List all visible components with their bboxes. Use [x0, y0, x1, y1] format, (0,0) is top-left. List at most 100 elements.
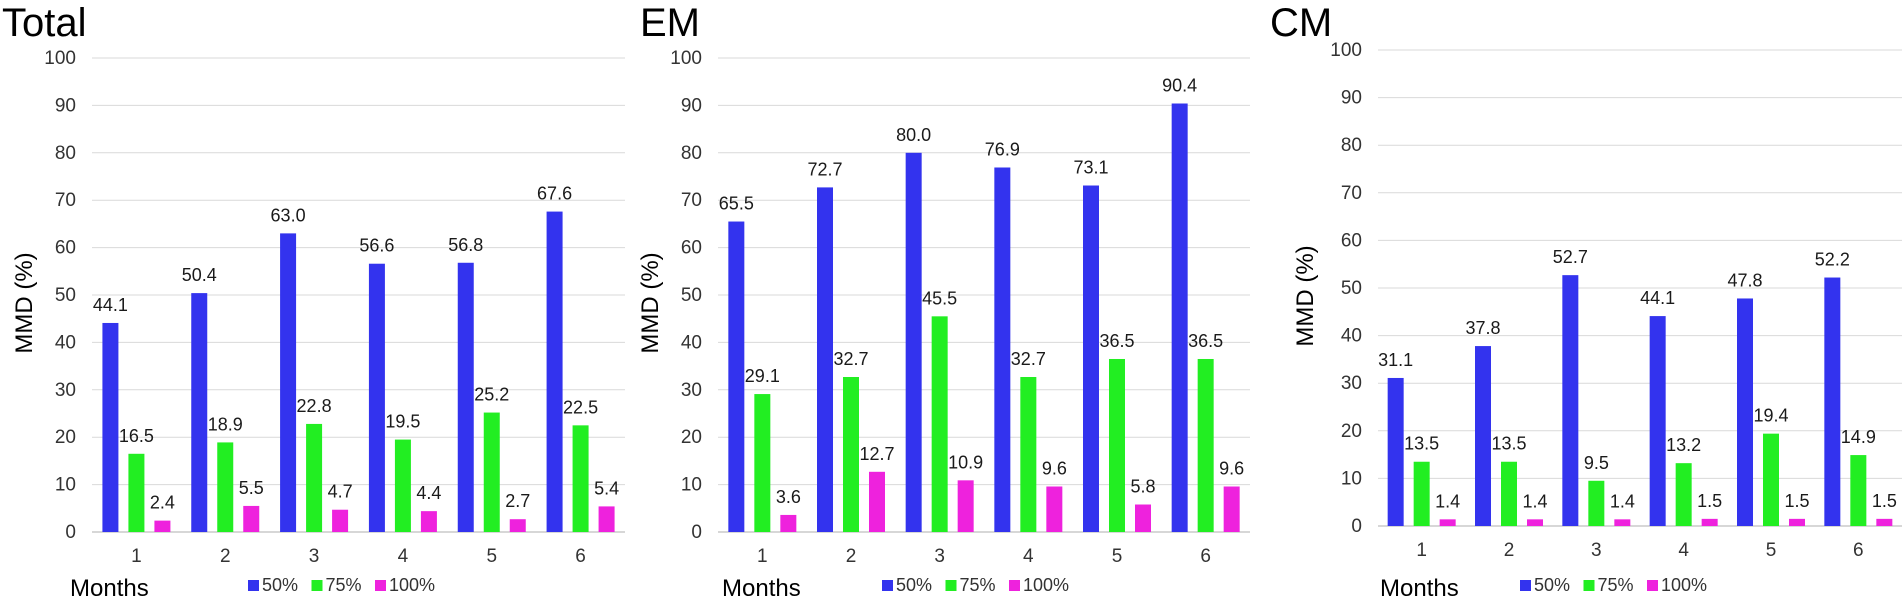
legend: 50% 75% 100% [248, 575, 435, 595]
bar-75-month-2 [1501, 461, 1517, 526]
data-label: 13.5 [1491, 434, 1526, 454]
bar-75-month-6 [1197, 358, 1214, 532]
data-label: 5.4 [594, 478, 619, 498]
bar-100-month-4 [420, 511, 437, 532]
bar-50-month-1 [102, 322, 119, 532]
y-tick-label: 40 [1341, 326, 1362, 347]
x-tick-label: 1 [131, 546, 142, 567]
data-label: 4.7 [328, 482, 353, 502]
y-tick-label: 90 [681, 95, 702, 116]
legend-label-50: 50% [896, 575, 932, 595]
bar-100-month-3 [1614, 519, 1631, 526]
chart-title: EM [640, 1, 700, 45]
y-tick-label: 30 [55, 380, 76, 401]
data-label: 13.5 [1404, 434, 1439, 454]
bar-50-month-1 [1387, 377, 1404, 526]
x-tick-label: 2 [1504, 540, 1515, 561]
y-axis-label: MMD (%) [11, 252, 38, 353]
legend-swatch-75 [1583, 580, 1595, 591]
data-label: 9.5 [1584, 453, 1609, 473]
bar-100-month-5 [1789, 518, 1805, 526]
x-axis-label: Months [70, 575, 149, 602]
y-tick-label: 50 [55, 285, 76, 306]
y-tick-label: 10 [55, 475, 76, 496]
bar-100-month-1 [780, 514, 797, 532]
data-label: 5.5 [239, 478, 264, 498]
data-label: 16.5 [119, 426, 154, 446]
data-label: 22.8 [297, 396, 332, 416]
legend-swatch-100 [1009, 580, 1020, 591]
bar-100-month-5 [509, 519, 526, 532]
y-tick-label: 100 [44, 48, 76, 69]
bar-75-month-5 [1763, 433, 1779, 526]
y-tick-label: 50 [681, 285, 702, 306]
legend-label-75: 75% [1598, 575, 1634, 595]
data-label: 19.4 [1753, 406, 1788, 426]
x-tick-label: 6 [1200, 546, 1211, 567]
y-axis-label: MMD (%) [1292, 245, 1319, 346]
bar-75-month-4 [1675, 463, 1692, 526]
x-tick-label: 5 [486, 546, 497, 567]
data-label: 25.2 [474, 385, 509, 405]
data-label: 5.8 [1130, 477, 1155, 497]
bar-50-month-3 [1562, 275, 1579, 526]
y-tick-label: 20 [1341, 421, 1362, 442]
y-tick-label: 40 [55, 332, 76, 353]
bar-100-month-2 [869, 471, 885, 532]
y-tick-label: 30 [681, 380, 702, 401]
bar-100-month-4 [1701, 518, 1718, 526]
data-label: 45.5 [922, 288, 957, 308]
bar-100-month-2 [1527, 519, 1543, 526]
bar-50-month-4 [994, 167, 1011, 532]
bar-100-month-5 [1135, 504, 1151, 532]
legend-swatch-50 [248, 580, 259, 591]
bar-50-month-2 [817, 187, 833, 533]
bar-50-month-6 [546, 211, 563, 533]
bar-50-month-6 [1824, 277, 1841, 526]
data-label: 1.4 [1610, 491, 1635, 511]
bar-100-month-6 [1876, 518, 1893, 526]
y-tick-label: 60 [1341, 230, 1362, 251]
y-tick-label: 50 [1341, 278, 1362, 299]
y-tick-label: 100 [670, 48, 702, 69]
bar-50-month-5 [457, 262, 474, 532]
y-tick-label: 30 [1341, 373, 1362, 394]
data-label: 90.4 [1162, 76, 1197, 96]
data-label: 22.5 [563, 397, 598, 417]
chart-title: Total [2, 1, 87, 45]
bar-50-month-3 [280, 233, 297, 532]
chart-panel-em: EM 0 10 20 30 40 50 60 70 80 90 100 MMD (%) 65.5 29.1 3… [637, 1, 1250, 602]
data-label: 1.5 [1872, 491, 1897, 511]
bar-50-month-4 [368, 263, 385, 532]
bar-75-month-2 [217, 442, 234, 532]
x-tick-label: 1 [1416, 540, 1427, 561]
legend-swatch-100 [1647, 580, 1658, 591]
y-tick-label: 90 [1341, 88, 1362, 109]
bar-75-month-3 [931, 316, 948, 532]
legend-swatch-50 [882, 580, 893, 591]
bar-50-month-6 [1171, 103, 1188, 532]
data-label: 76.9 [985, 139, 1020, 159]
y-tick-label: 80 [681, 143, 702, 164]
bar-75-month-6 [1850, 455, 1867, 526]
data-label: 9.6 [1219, 458, 1244, 478]
x-tick-label: 1 [757, 546, 768, 567]
data-label: 56.8 [448, 235, 483, 255]
data-label: 2.4 [150, 493, 175, 513]
chart-title: CM [1270, 1, 1332, 45]
y-tick-label: 20 [55, 427, 76, 448]
data-label: 29.1 [745, 366, 780, 386]
y-tick-label: 0 [1351, 516, 1362, 537]
data-label: 13.2 [1666, 435, 1701, 455]
x-tick-label: 3 [309, 546, 320, 567]
y-tick-label: 80 [55, 143, 76, 164]
x-axis-label: Months [722, 575, 801, 602]
data-label: 1.5 [1697, 491, 1722, 511]
y-tick-label: 10 [681, 475, 702, 496]
data-label: 52.7 [1553, 247, 1588, 267]
data-label: 12.7 [859, 444, 894, 464]
y-axis-label: MMD (%) [637, 252, 664, 353]
data-label: 56.6 [359, 236, 394, 256]
legend-swatch-100 [375, 580, 386, 591]
bar-100-month-1 [1439, 519, 1456, 526]
